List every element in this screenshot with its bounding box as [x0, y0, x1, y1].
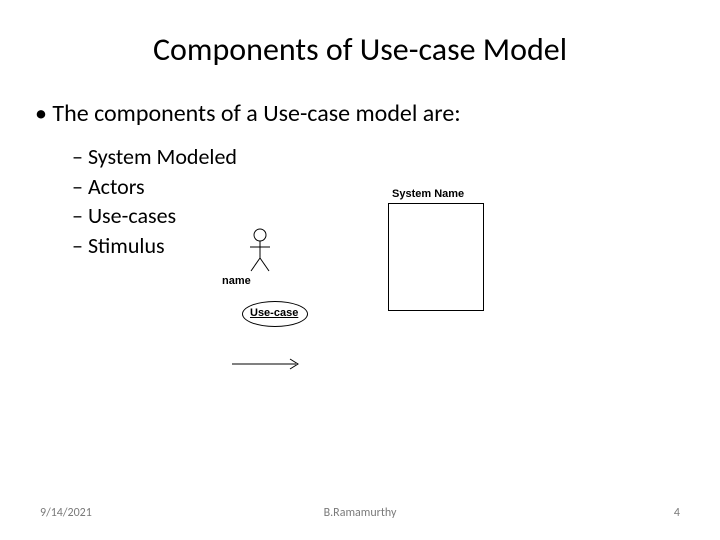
sub-item-system-modeled: System Modeled: [72, 142, 680, 172]
sub-item-stimulus: Stimulus: [72, 231, 680, 261]
footer-page-number: 4: [674, 506, 680, 520]
sub-item-actors: Actors: [72, 172, 680, 202]
sub-item-use-cases: Use-cases: [72, 201, 680, 231]
slide-title: Components of Use-case Model: [40, 30, 680, 69]
footer-author: B.Ramamurthy: [324, 506, 397, 520]
main-bullet: The components of a Use-case model are:: [35, 99, 680, 128]
sub-list: System Modeled Actors Use-cases Stimulus: [72, 142, 680, 261]
slide: Components of Use-case Model The compone…: [0, 0, 720, 540]
footer-date: 9/14/2021: [40, 506, 92, 520]
